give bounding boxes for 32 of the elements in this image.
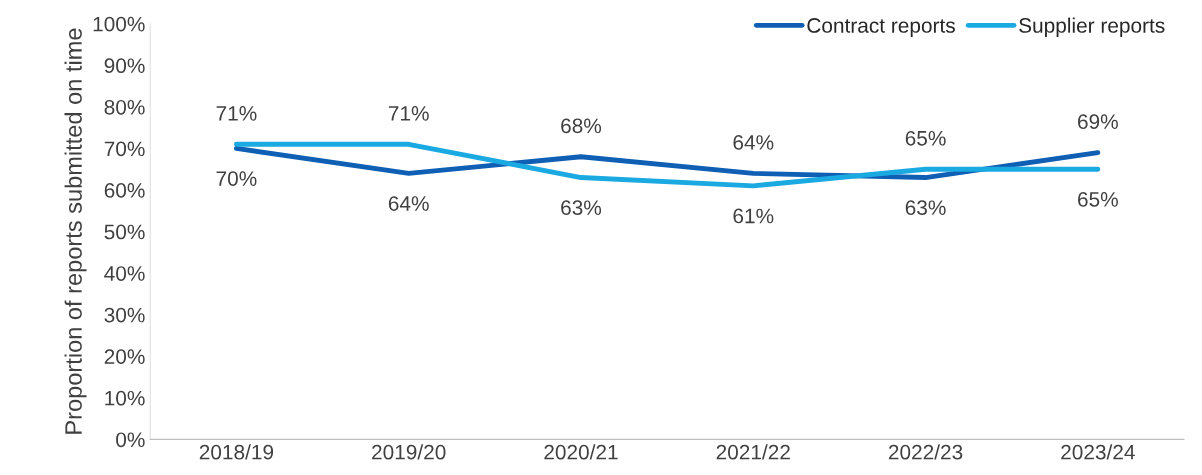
- data-label: 70%: [216, 171, 257, 186]
- data-label: 65%: [905, 130, 946, 146]
- data-label: 63%: [905, 200, 946, 216]
- y-tick-label: 0%: [116, 432, 145, 448]
- y-tick-label: 90%: [104, 58, 145, 74]
- data-label: 71%: [388, 106, 429, 121]
- y-tick-label: 10%: [105, 390, 145, 406]
- x-tick-label: 2018/19: [199, 444, 274, 460]
- data-label: 68%: [561, 118, 602, 134]
- data-label: 61%: [733, 208, 774, 224]
- y-tick-label: 70%: [104, 141, 145, 157]
- x-tick-label: 2023/24: [1061, 444, 1135, 460]
- y-tick-label: 50%: [104, 224, 145, 240]
- x-tick-label: 2022/23: [888, 444, 963, 460]
- x-tick-label: 2019/20: [372, 444, 446, 460]
- y-tick-label: 20%: [104, 349, 145, 364]
- y-tick-label: 80%: [104, 99, 145, 115]
- y-tick-label: 60%: [104, 183, 145, 198]
- y-axis-title: Proportion of reports submitted on time: [64, 28, 87, 434]
- x-tick-label: 2020/21: [544, 444, 618, 460]
- data-label: 69%: [1078, 114, 1118, 130]
- legend-label: Contract reports: [807, 18, 955, 37]
- y-tick-label: 100%: [93, 16, 145, 32]
- data-label: 71%: [216, 106, 257, 121]
- legend-label: Supplier reports: [1019, 17, 1165, 37]
- y-tick-label: 40%: [104, 266, 145, 281]
- x-tick-label: 2021/22: [716, 444, 790, 460]
- y-tick-label: 30%: [104, 307, 145, 323]
- data-label: 64%: [388, 196, 429, 211]
- data-label: 65%: [1078, 191, 1118, 207]
- data-label: 63%: [561, 200, 602, 216]
- data-label: 64%: [733, 135, 774, 150]
